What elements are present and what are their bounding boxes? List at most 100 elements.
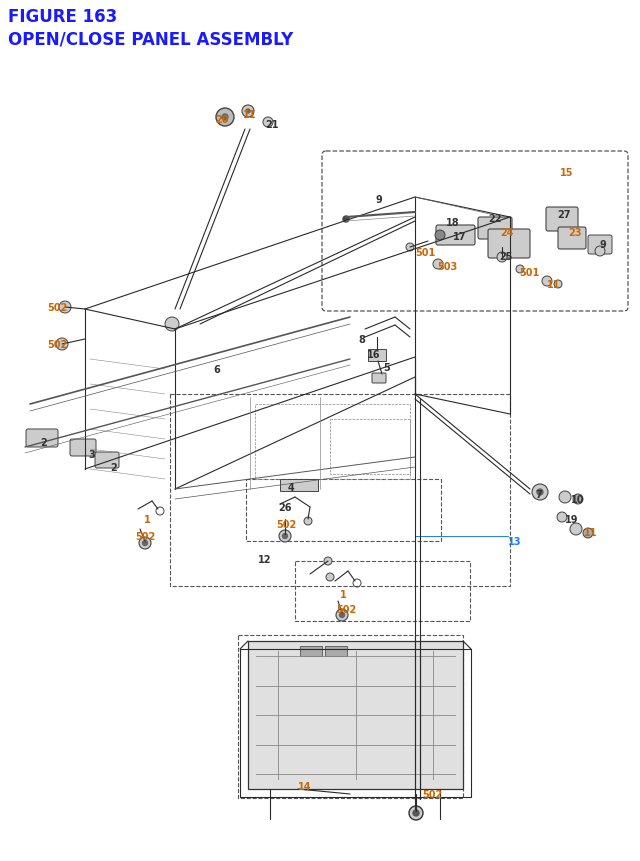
Bar <box>246 480 441 542</box>
Text: 14: 14 <box>298 781 312 791</box>
Bar <box>330 419 410 474</box>
Bar <box>238 635 463 798</box>
Text: 22: 22 <box>488 214 502 224</box>
Text: 502: 502 <box>47 339 67 350</box>
Circle shape <box>263 118 273 127</box>
Text: 23: 23 <box>568 228 582 238</box>
FancyBboxPatch shape <box>436 226 475 245</box>
Text: 502: 502 <box>135 531 156 542</box>
Text: 16: 16 <box>367 350 381 360</box>
Bar <box>295 561 470 622</box>
Bar <box>248 641 463 789</box>
Circle shape <box>282 534 287 539</box>
FancyBboxPatch shape <box>546 208 578 232</box>
Text: 20: 20 <box>215 115 228 125</box>
Circle shape <box>433 260 443 269</box>
Circle shape <box>537 489 543 495</box>
Bar <box>255 405 410 480</box>
Circle shape <box>557 512 567 523</box>
Text: 11: 11 <box>243 110 257 120</box>
Circle shape <box>542 276 552 287</box>
Circle shape <box>409 806 423 820</box>
FancyBboxPatch shape <box>70 439 96 456</box>
Text: 502: 502 <box>276 519 296 530</box>
Circle shape <box>326 573 334 581</box>
Circle shape <box>56 338 68 350</box>
Text: 25: 25 <box>499 251 513 262</box>
Text: 501: 501 <box>415 248 435 257</box>
Text: 503: 503 <box>437 262 457 272</box>
Text: 5: 5 <box>383 362 390 373</box>
FancyBboxPatch shape <box>372 374 386 383</box>
Circle shape <box>573 494 583 505</box>
FancyBboxPatch shape <box>488 230 530 258</box>
FancyBboxPatch shape <box>588 236 612 255</box>
Text: 9: 9 <box>375 195 381 205</box>
FancyBboxPatch shape <box>368 350 386 362</box>
FancyBboxPatch shape <box>95 453 119 468</box>
Text: 10: 10 <box>571 494 584 505</box>
Circle shape <box>165 318 179 331</box>
Text: 502: 502 <box>422 789 442 799</box>
FancyBboxPatch shape <box>26 430 58 448</box>
Text: 8: 8 <box>358 335 365 344</box>
Text: 4: 4 <box>288 482 295 492</box>
Text: OPEN/CLOSE PANEL ASSEMBLY: OPEN/CLOSE PANEL ASSEMBLY <box>8 30 293 48</box>
Circle shape <box>343 217 349 223</box>
Circle shape <box>595 247 605 257</box>
Circle shape <box>554 281 562 288</box>
Circle shape <box>516 266 524 274</box>
Circle shape <box>532 485 548 500</box>
Circle shape <box>139 537 151 549</box>
Circle shape <box>279 530 291 542</box>
Circle shape <box>324 557 332 566</box>
Text: 21: 21 <box>265 120 278 130</box>
Text: 15: 15 <box>560 168 573 177</box>
Circle shape <box>583 529 593 538</box>
Text: 502: 502 <box>336 604 356 614</box>
Text: 7: 7 <box>535 489 541 499</box>
Circle shape <box>304 517 312 525</box>
Text: 501: 501 <box>519 268 540 278</box>
Circle shape <box>339 613 344 618</box>
Text: 11: 11 <box>547 280 561 289</box>
Text: 2: 2 <box>40 437 47 448</box>
Text: 9: 9 <box>599 239 605 250</box>
Circle shape <box>59 301 71 313</box>
Text: 18: 18 <box>446 218 460 228</box>
Text: 6: 6 <box>213 364 220 375</box>
Bar <box>325 647 347 656</box>
Circle shape <box>435 231 445 241</box>
Circle shape <box>497 253 507 263</box>
FancyBboxPatch shape <box>478 218 512 239</box>
Text: 1: 1 <box>144 514 151 524</box>
Text: 3: 3 <box>88 449 95 460</box>
Text: 24: 24 <box>500 228 513 238</box>
Circle shape <box>242 106 254 118</box>
Circle shape <box>336 610 348 622</box>
Text: 27: 27 <box>557 210 570 220</box>
Circle shape <box>559 492 571 504</box>
Circle shape <box>222 115 228 121</box>
Bar <box>170 394 510 586</box>
FancyBboxPatch shape <box>280 480 318 492</box>
Text: 12: 12 <box>258 554 271 564</box>
Text: 11: 11 <box>584 528 598 537</box>
Circle shape <box>406 244 414 251</box>
Text: 13: 13 <box>508 536 522 547</box>
Text: 19: 19 <box>565 514 579 524</box>
Circle shape <box>143 541 147 546</box>
Circle shape <box>413 810 419 816</box>
Bar <box>248 641 463 789</box>
Circle shape <box>246 110 250 114</box>
Text: 2: 2 <box>110 462 116 473</box>
Text: 502: 502 <box>47 303 67 313</box>
Circle shape <box>570 523 582 536</box>
Text: 26: 26 <box>278 503 291 512</box>
Text: 17: 17 <box>453 232 467 242</box>
Text: FIGURE 163: FIGURE 163 <box>8 8 117 26</box>
Circle shape <box>216 108 234 127</box>
Bar <box>300 647 322 656</box>
FancyBboxPatch shape <box>558 228 586 250</box>
Text: 1: 1 <box>340 589 347 599</box>
